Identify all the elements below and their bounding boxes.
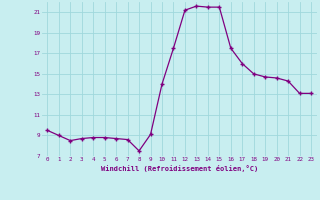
X-axis label: Windchill (Refroidissement éolien,°C): Windchill (Refroidissement éolien,°C)	[100, 165, 258, 172]
